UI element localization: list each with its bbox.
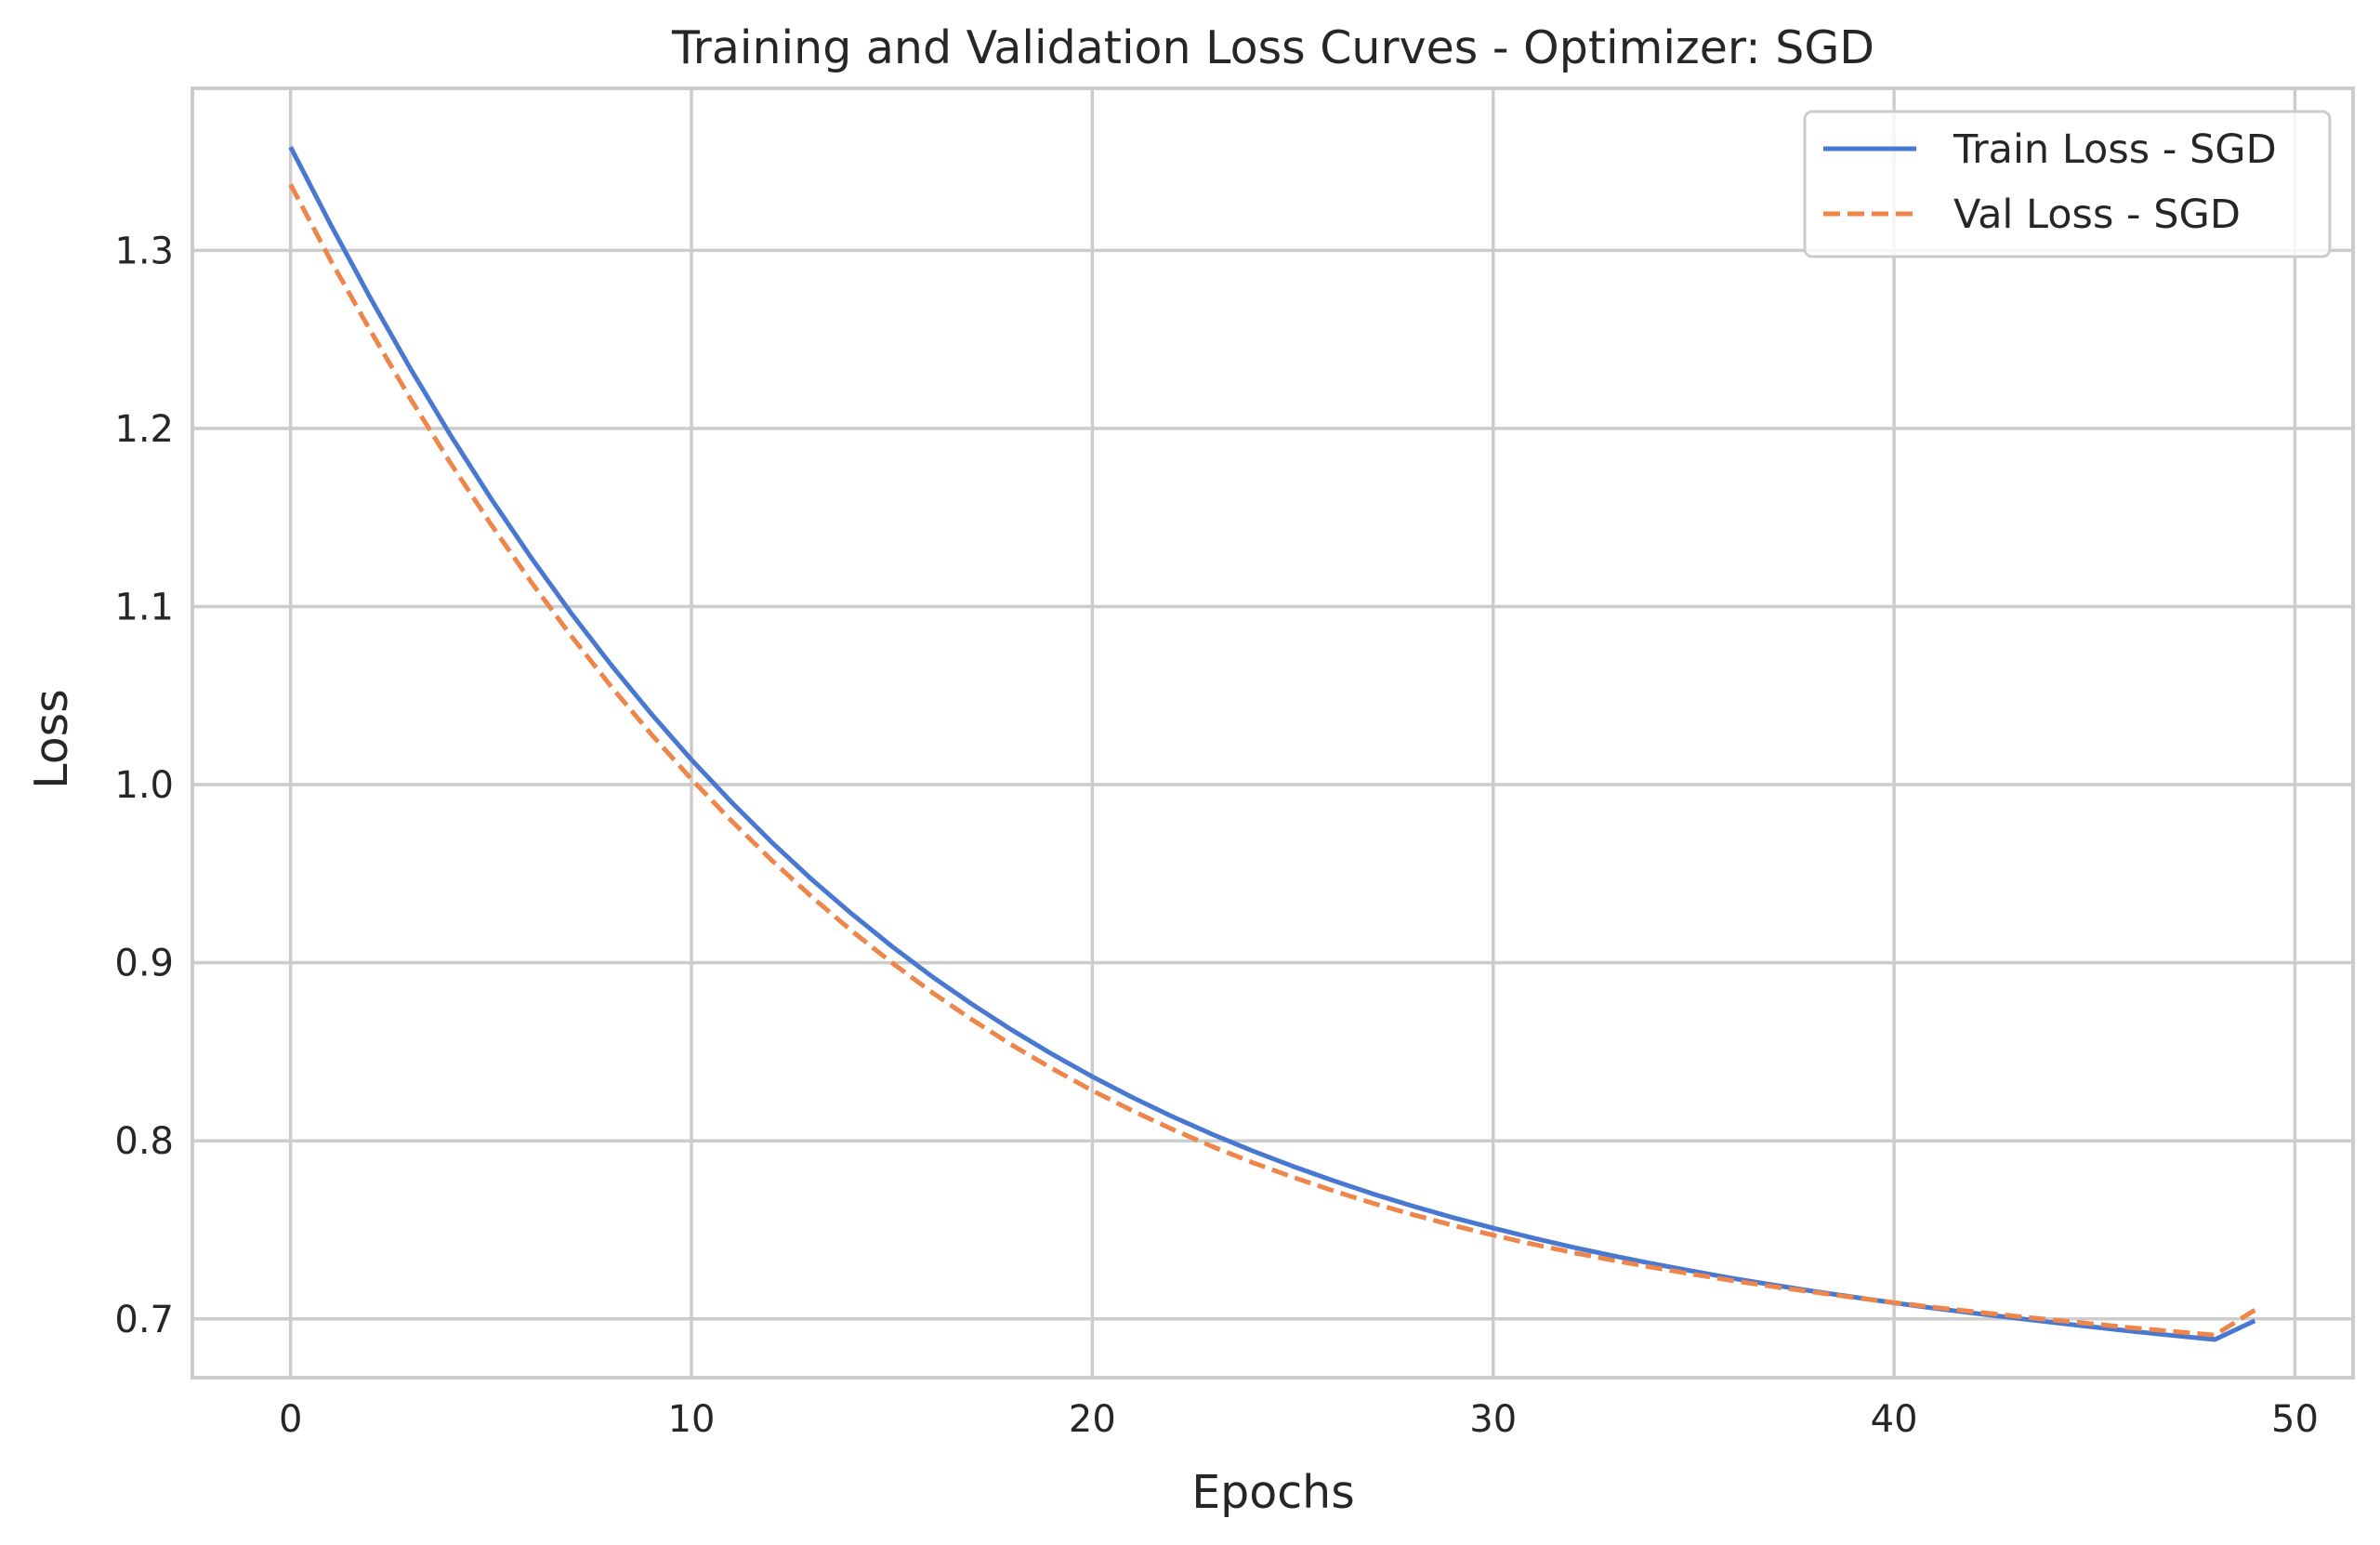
x-tick-label: 50 — [2271, 1398, 2319, 1441]
x-tick-label: 30 — [1469, 1398, 1517, 1441]
legend-box — [1803, 110, 2332, 258]
y-tick-label: 1.1 — [114, 586, 174, 628]
x-tick-labels: 0 10 20 30 40 50 — [279, 1398, 2319, 1441]
legend: Train Loss - SGD Val Loss - SGD — [1803, 110, 2332, 258]
series-layer — [288, 146, 2256, 1342]
x-axis-label: Epochs — [1191, 1466, 1355, 1519]
plot-frame — [191, 86, 2355, 1380]
y-gridlines — [192, 248, 2353, 1321]
y-tick-label: 0.8 — [114, 1120, 174, 1163]
chart-title: Training and Validation Loss Curves - Op… — [671, 21, 1874, 74]
legend-label-train: Train Loss - SGD — [1953, 126, 2277, 173]
y-tick-label: 1.3 — [114, 230, 174, 272]
x-tick-label: 40 — [1871, 1398, 1918, 1441]
y-tick-labels: 0.7 0.8 0.9 1.0 1.1 1.2 1.3 — [114, 230, 174, 1340]
y-tick-label: 1.0 — [114, 764, 174, 807]
y-tick-label: 0.7 — [114, 1299, 174, 1341]
y-tick-label: 1.2 — [114, 408, 174, 451]
legend-label-val: Val Loss - SGD — [1953, 191, 2241, 238]
x-gridlines — [288, 88, 2297, 1378]
y-axis-label: Loss — [25, 689, 78, 788]
val-loss-line — [288, 183, 2256, 1338]
x-tick-label: 10 — [668, 1398, 716, 1441]
train-loss-line — [288, 146, 2256, 1342]
y-tick-label: 0.9 — [114, 943, 174, 985]
x-tick-label: 0 — [279, 1398, 302, 1441]
x-tick-label: 20 — [1069, 1398, 1116, 1441]
